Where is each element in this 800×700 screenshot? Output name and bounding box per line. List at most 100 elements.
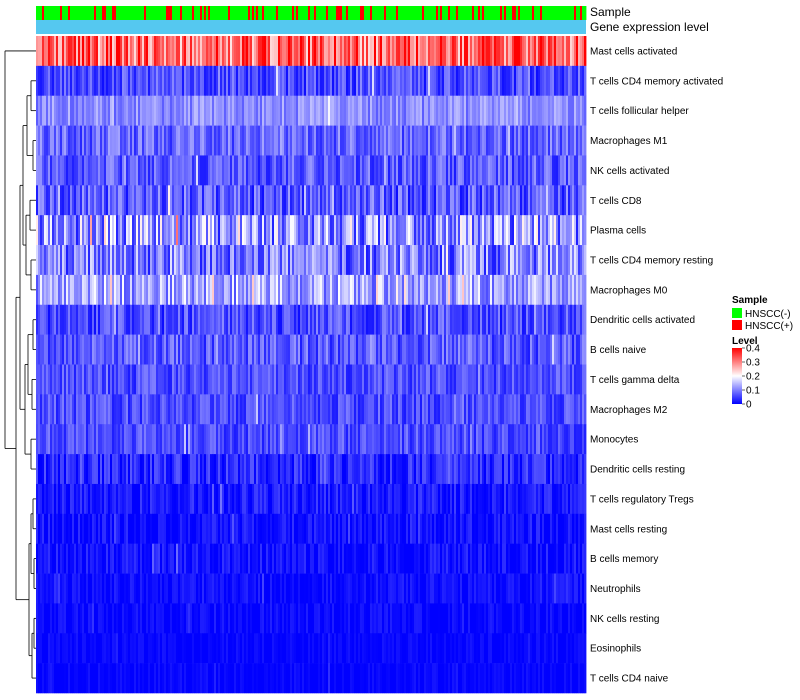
heatmap-cell xyxy=(298,334,301,365)
heatmap-cell xyxy=(246,125,249,156)
heatmap-cell xyxy=(408,394,411,425)
heatmap-cell xyxy=(106,274,109,306)
heatmap-cell xyxy=(530,334,533,365)
heatmap-cell xyxy=(254,304,257,335)
heatmap-cell xyxy=(558,304,561,335)
heatmap-cell xyxy=(126,245,129,276)
heatmap-cell xyxy=(292,215,295,246)
heatmap-cell xyxy=(230,454,233,485)
heatmap-cell xyxy=(392,274,395,306)
heatmap-cell xyxy=(126,483,129,515)
heatmap-cell xyxy=(416,513,419,544)
heatmap-cell xyxy=(242,245,245,276)
heatmap-cell xyxy=(342,185,345,216)
heatmap-cell xyxy=(236,513,239,544)
heatmap-cell xyxy=(222,155,225,186)
heatmap-cell xyxy=(222,215,225,246)
heatmap-cell xyxy=(304,394,307,425)
heatmap-cell xyxy=(128,274,131,306)
sample-annotation-cell xyxy=(300,6,303,20)
heatmap-cell xyxy=(270,125,273,156)
heatmap-cell xyxy=(152,155,155,186)
heatmap-cell xyxy=(366,215,369,246)
heatmap-cell xyxy=(460,125,463,156)
heatmap-cell xyxy=(492,95,495,126)
heatmap-cell xyxy=(330,364,333,395)
heatmap-cell xyxy=(422,215,425,246)
heatmap-cell xyxy=(60,274,63,306)
heatmap-cell xyxy=(118,36,121,67)
heatmap-cell xyxy=(206,245,209,276)
heatmap-cell xyxy=(374,245,377,276)
heatmap-cell xyxy=(136,364,139,395)
heatmap-cell xyxy=(450,36,453,67)
heatmap-cell xyxy=(68,95,71,126)
heatmap-cell xyxy=(114,245,117,276)
heatmap-cell xyxy=(538,215,541,246)
heatmap-cell xyxy=(294,304,297,335)
heatmap-cell xyxy=(280,65,283,97)
heatmap-cell xyxy=(362,513,365,544)
heatmap-cell xyxy=(234,95,237,126)
heatmap-cell xyxy=(212,394,215,425)
heatmap-cell xyxy=(102,125,105,156)
heatmap-cell xyxy=(220,245,223,276)
heatmap-cell xyxy=(182,483,185,515)
heatmap-cell xyxy=(452,36,455,67)
sample-annotation-cell xyxy=(364,6,367,20)
heatmap-cell xyxy=(384,394,387,425)
heatmap-cell xyxy=(270,334,273,365)
heatmap-cell xyxy=(200,304,203,335)
heatmap-cell xyxy=(294,155,297,186)
heatmap-cell xyxy=(174,36,177,67)
heatmap-cell xyxy=(178,304,181,335)
heatmap-cell xyxy=(82,364,85,395)
heatmap-cell xyxy=(376,36,379,67)
heatmap-cell xyxy=(178,274,181,306)
heatmap-cell xyxy=(474,245,477,276)
heatmap-cell xyxy=(356,454,359,485)
heatmap-cell xyxy=(104,394,107,425)
heatmap-cell xyxy=(514,95,517,126)
heatmap-cell xyxy=(566,215,569,246)
heatmap-cell xyxy=(202,334,205,365)
heatmap-cell xyxy=(322,274,325,306)
heatmap-cell xyxy=(482,334,485,365)
heatmap-cell xyxy=(298,394,301,425)
heatmap-cell xyxy=(534,513,537,544)
heatmap-cell xyxy=(536,394,539,425)
heatmap-cell xyxy=(310,185,313,216)
heatmap-cell xyxy=(70,304,73,335)
heatmap-cell xyxy=(192,304,195,335)
heatmap-cell xyxy=(46,454,49,485)
heatmap-cell xyxy=(268,483,271,515)
heatmap-cell xyxy=(242,125,245,156)
heatmap-cell xyxy=(434,215,437,246)
heatmap-cell xyxy=(188,304,191,335)
heatmap-cell xyxy=(310,394,313,425)
heatmap-cell xyxy=(428,454,431,485)
heatmap-cell xyxy=(190,95,193,126)
heatmap-cell xyxy=(300,36,303,67)
heatmap-cell xyxy=(246,334,249,365)
heatmap-cell xyxy=(460,334,463,365)
heatmap-cell xyxy=(266,65,269,97)
heatmap-cell xyxy=(538,65,541,97)
heatmap-cell xyxy=(144,65,147,97)
heatmap-cell xyxy=(210,364,213,395)
heatmap-cell xyxy=(432,245,435,276)
heatmap-cell xyxy=(410,95,413,126)
heatmap-cell xyxy=(160,394,163,425)
heatmap-cell xyxy=(46,65,49,97)
heatmap-cell xyxy=(146,95,149,126)
heatmap-cell xyxy=(456,185,459,216)
heatmap-cell xyxy=(250,483,253,515)
heatmap-cell xyxy=(244,125,247,156)
heatmap-cell xyxy=(352,65,355,97)
heatmap-cell xyxy=(58,245,61,276)
heatmap-cell xyxy=(184,155,187,186)
heatmap-cell xyxy=(278,36,281,67)
heatmap-cell xyxy=(132,215,135,246)
heatmap-cell xyxy=(556,483,559,515)
heatmap-cell xyxy=(258,185,261,216)
